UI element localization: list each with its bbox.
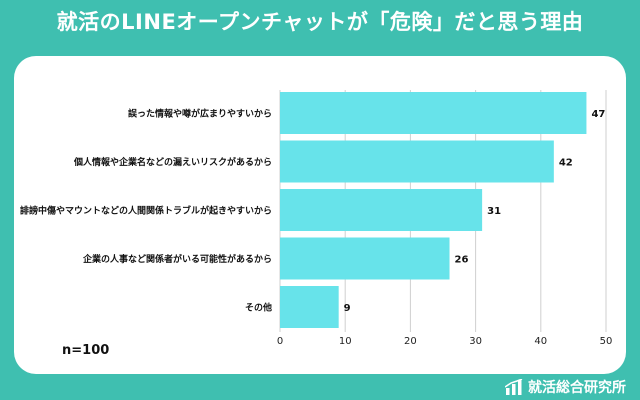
bar (280, 237, 450, 280)
category-labels: 誤った情報や噂が広まりやすいから個人情報や企業名などの漏えいリスクがあるから誹謗… (20, 108, 272, 314)
category-label: 個人情報や企業名などの漏えいリスクがあるから (73, 156, 272, 168)
x-tick-label: 30 (469, 336, 482, 347)
x-tick-label: 10 (339, 336, 352, 347)
value-label: 9 (344, 303, 351, 314)
value-label: 42 (559, 158, 573, 169)
category-label: 誹謗中傷やマウントなどの人間関係トラブルが起きやすいから (20, 205, 272, 217)
bar-chart-logo-icon (504, 378, 523, 395)
category-label: 誤った情報や噂が広まりやすいから (128, 108, 272, 120)
x-tick-label: 40 (534, 336, 547, 347)
x-tick-label: 50 (600, 336, 613, 347)
brand-name: 就活総合研究所 (528, 380, 626, 396)
brand-footer: 就活総合研究所 (504, 377, 626, 397)
bars (280, 92, 587, 328)
bar (280, 286, 339, 328)
category-label: その他 (245, 302, 272, 314)
bar (280, 189, 483, 231)
bar (280, 140, 554, 183)
x-tick-label: 20 (404, 336, 417, 347)
value-label: 26 (455, 255, 469, 266)
sample-size: n=100 (62, 343, 110, 358)
chart-title: 就活のLINEオープンチャットが「危険」だと思う理由 (56, 10, 584, 34)
x-axis-ticks: 0 10 20 30 40 50 (277, 336, 613, 347)
value-label: 31 (487, 206, 501, 217)
value-label: 47 (591, 109, 605, 120)
x-tick-label: 0 (277, 336, 283, 347)
bar (280, 92, 587, 134)
category-label: 企業の人事など関係者がいる可能性があるから (82, 253, 272, 265)
value-labels: 47 42 31 26 9 (344, 109, 606, 314)
